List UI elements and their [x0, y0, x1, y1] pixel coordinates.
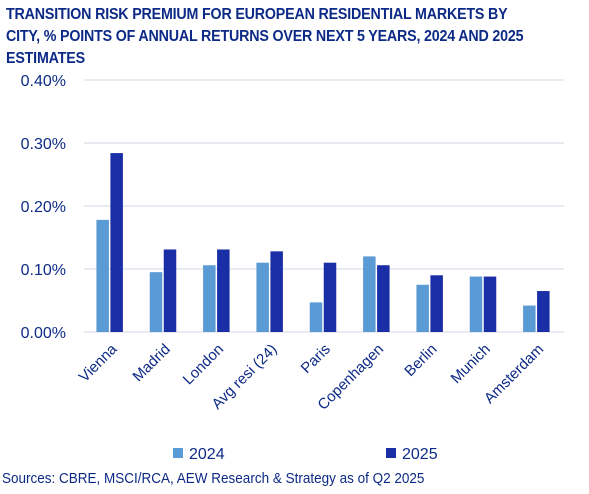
legend-label-2024: 2024 [189, 446, 225, 463]
x-tick-label: Vienna [76, 340, 121, 385]
legend-swatch-2025 [386, 448, 396, 458]
source-note: Sources: CBRE, MSCI/RCA, AEW Research & … [2, 470, 425, 487]
x-tick-label: Munich [448, 341, 494, 387]
x-tick-label: Paris [298, 341, 334, 377]
bar-2025-madrid [163, 249, 177, 332]
x-tick-label: Berlin [401, 341, 440, 380]
bar-2025-london [217, 249, 230, 332]
bar-2025-vienna [110, 153, 123, 332]
bar-2025-copenhagen [377, 265, 390, 332]
bar-2024-copenhagen [363, 256, 376, 332]
bar-2025-avg-resi-24 [270, 251, 283, 332]
bar-2024-avg-resi-24 [256, 262, 269, 332]
legend-swatch-2024 [173, 448, 183, 458]
legend-label-2025: 2025 [402, 446, 438, 463]
bar-2025-berlin [430, 275, 443, 332]
chart-title: TRANSITION RISK PREMIUM FOR EUROPEAN RES… [6, 6, 524, 67]
x-tick-label: London [180, 341, 227, 388]
bar-2024-london [203, 265, 216, 332]
bar-2024-vienna [96, 219, 109, 332]
bar-2024-berlin [416, 284, 429, 332]
y-tick-label: 0.10% [21, 262, 66, 279]
bars [96, 153, 550, 332]
y-tick-label: 0.20% [21, 199, 66, 216]
bar-2025-munich [483, 276, 497, 332]
y-tick-label: 0.40% [21, 73, 66, 90]
y-tick-label: 0.30% [21, 136, 66, 153]
bar-2024-munich [469, 276, 483, 332]
bar-2025-paris [323, 262, 337, 332]
bar-2024-paris [309, 302, 323, 332]
y-tick-label: 0.00% [21, 325, 66, 342]
y-axis-ticks: 0.00% 0.10% 0.20% 0.30% 0.40% [21, 73, 66, 342]
legend: 2024 2025 [173, 446, 438, 463]
bar-2024-amsterdam [523, 305, 536, 332]
bar-2024-madrid [149, 272, 163, 332]
bar-2025-amsterdam [537, 291, 550, 332]
x-tick-label: Madrid [129, 341, 173, 385]
